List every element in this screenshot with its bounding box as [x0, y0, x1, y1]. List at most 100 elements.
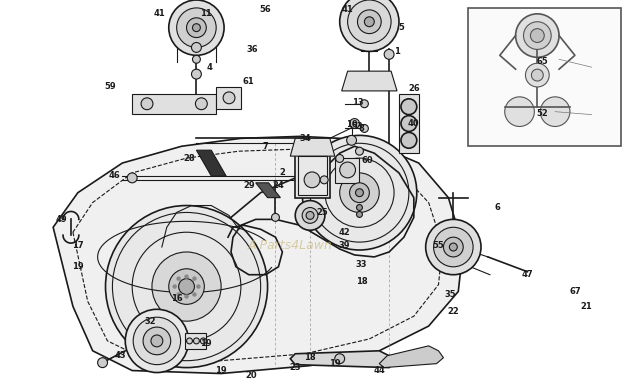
- Polygon shape: [379, 346, 444, 367]
- Circle shape: [295, 201, 325, 230]
- Circle shape: [348, 0, 391, 43]
- Text: 7: 7: [263, 142, 268, 151]
- Text: 47: 47: [522, 270, 533, 279]
- Polygon shape: [132, 94, 216, 114]
- Circle shape: [195, 98, 207, 110]
- Polygon shape: [256, 183, 280, 198]
- Circle shape: [173, 285, 176, 288]
- Circle shape: [141, 98, 153, 110]
- Circle shape: [197, 285, 200, 288]
- Text: 1: 1: [394, 47, 400, 56]
- Text: 33: 33: [356, 260, 367, 269]
- Circle shape: [524, 22, 551, 49]
- Text: 19: 19: [72, 262, 84, 271]
- Text: 24: 24: [273, 181, 284, 190]
- Circle shape: [525, 63, 549, 87]
- Circle shape: [169, 0, 224, 55]
- Polygon shape: [216, 87, 241, 109]
- Text: 8: 8: [358, 124, 364, 133]
- Circle shape: [384, 49, 394, 59]
- Circle shape: [186, 338, 193, 344]
- Circle shape: [449, 243, 457, 251]
- Circle shape: [346, 135, 357, 145]
- Circle shape: [151, 335, 163, 347]
- Circle shape: [176, 277, 181, 281]
- Text: 19: 19: [215, 366, 227, 375]
- Polygon shape: [290, 138, 335, 156]
- Text: 18: 18: [355, 277, 367, 286]
- Text: 5: 5: [398, 23, 404, 32]
- Circle shape: [192, 69, 202, 79]
- Circle shape: [355, 147, 364, 155]
- Circle shape: [541, 97, 570, 127]
- Text: 61: 61: [243, 76, 255, 86]
- Circle shape: [302, 207, 318, 223]
- Polygon shape: [290, 351, 394, 367]
- Circle shape: [185, 294, 188, 298]
- Text: 26: 26: [408, 84, 420, 93]
- Circle shape: [340, 162, 355, 178]
- Text: 46: 46: [108, 171, 120, 180]
- Text: 25: 25: [316, 208, 328, 217]
- Circle shape: [401, 116, 417, 131]
- Circle shape: [355, 189, 364, 196]
- Circle shape: [336, 155, 343, 162]
- Circle shape: [152, 252, 221, 321]
- Text: 42: 42: [339, 228, 350, 237]
- Text: 65: 65: [536, 57, 548, 66]
- Text: 60: 60: [362, 155, 373, 165]
- Circle shape: [176, 8, 216, 48]
- Polygon shape: [53, 136, 463, 374]
- Text: 23: 23: [289, 363, 301, 372]
- Polygon shape: [185, 333, 206, 349]
- Circle shape: [169, 269, 204, 304]
- Bar: [468, 8, 621, 146]
- Circle shape: [200, 338, 206, 344]
- Polygon shape: [295, 153, 330, 198]
- Circle shape: [179, 279, 195, 295]
- Circle shape: [444, 237, 463, 257]
- Circle shape: [193, 55, 200, 63]
- Circle shape: [515, 14, 559, 57]
- Text: 6: 6: [495, 203, 501, 212]
- Text: 53: 53: [352, 122, 364, 131]
- Polygon shape: [335, 158, 360, 183]
- Text: 29: 29: [243, 181, 255, 190]
- Text: 43: 43: [115, 351, 126, 360]
- Text: 4: 4: [207, 63, 212, 72]
- Circle shape: [125, 309, 188, 372]
- Circle shape: [272, 214, 280, 221]
- Text: 18: 18: [304, 353, 316, 362]
- Text: 49: 49: [55, 215, 67, 224]
- Circle shape: [505, 97, 534, 127]
- Text: 19: 19: [200, 339, 212, 348]
- Circle shape: [360, 125, 369, 132]
- Text: 44: 44: [374, 366, 385, 375]
- Circle shape: [426, 219, 481, 275]
- Text: 36: 36: [247, 45, 258, 54]
- Circle shape: [105, 206, 268, 367]
- Text: 19: 19: [329, 359, 341, 368]
- Circle shape: [357, 10, 381, 33]
- Circle shape: [401, 132, 417, 148]
- Text: 40: 40: [408, 119, 420, 128]
- Circle shape: [532, 69, 543, 81]
- Text: 20: 20: [245, 371, 256, 380]
- Circle shape: [304, 172, 320, 188]
- Circle shape: [357, 204, 362, 211]
- Text: 34: 34: [299, 134, 311, 143]
- Circle shape: [350, 119, 360, 128]
- Circle shape: [335, 354, 345, 364]
- Circle shape: [433, 227, 473, 267]
- Circle shape: [364, 17, 374, 27]
- Circle shape: [193, 277, 197, 281]
- Text: 39: 39: [339, 241, 350, 250]
- Circle shape: [530, 28, 544, 43]
- Circle shape: [186, 18, 206, 38]
- Circle shape: [340, 0, 399, 51]
- Circle shape: [306, 211, 314, 219]
- Polygon shape: [197, 150, 226, 176]
- Text: 41: 41: [154, 10, 166, 18]
- Text: 32: 32: [144, 317, 156, 326]
- Text: 22: 22: [447, 307, 459, 316]
